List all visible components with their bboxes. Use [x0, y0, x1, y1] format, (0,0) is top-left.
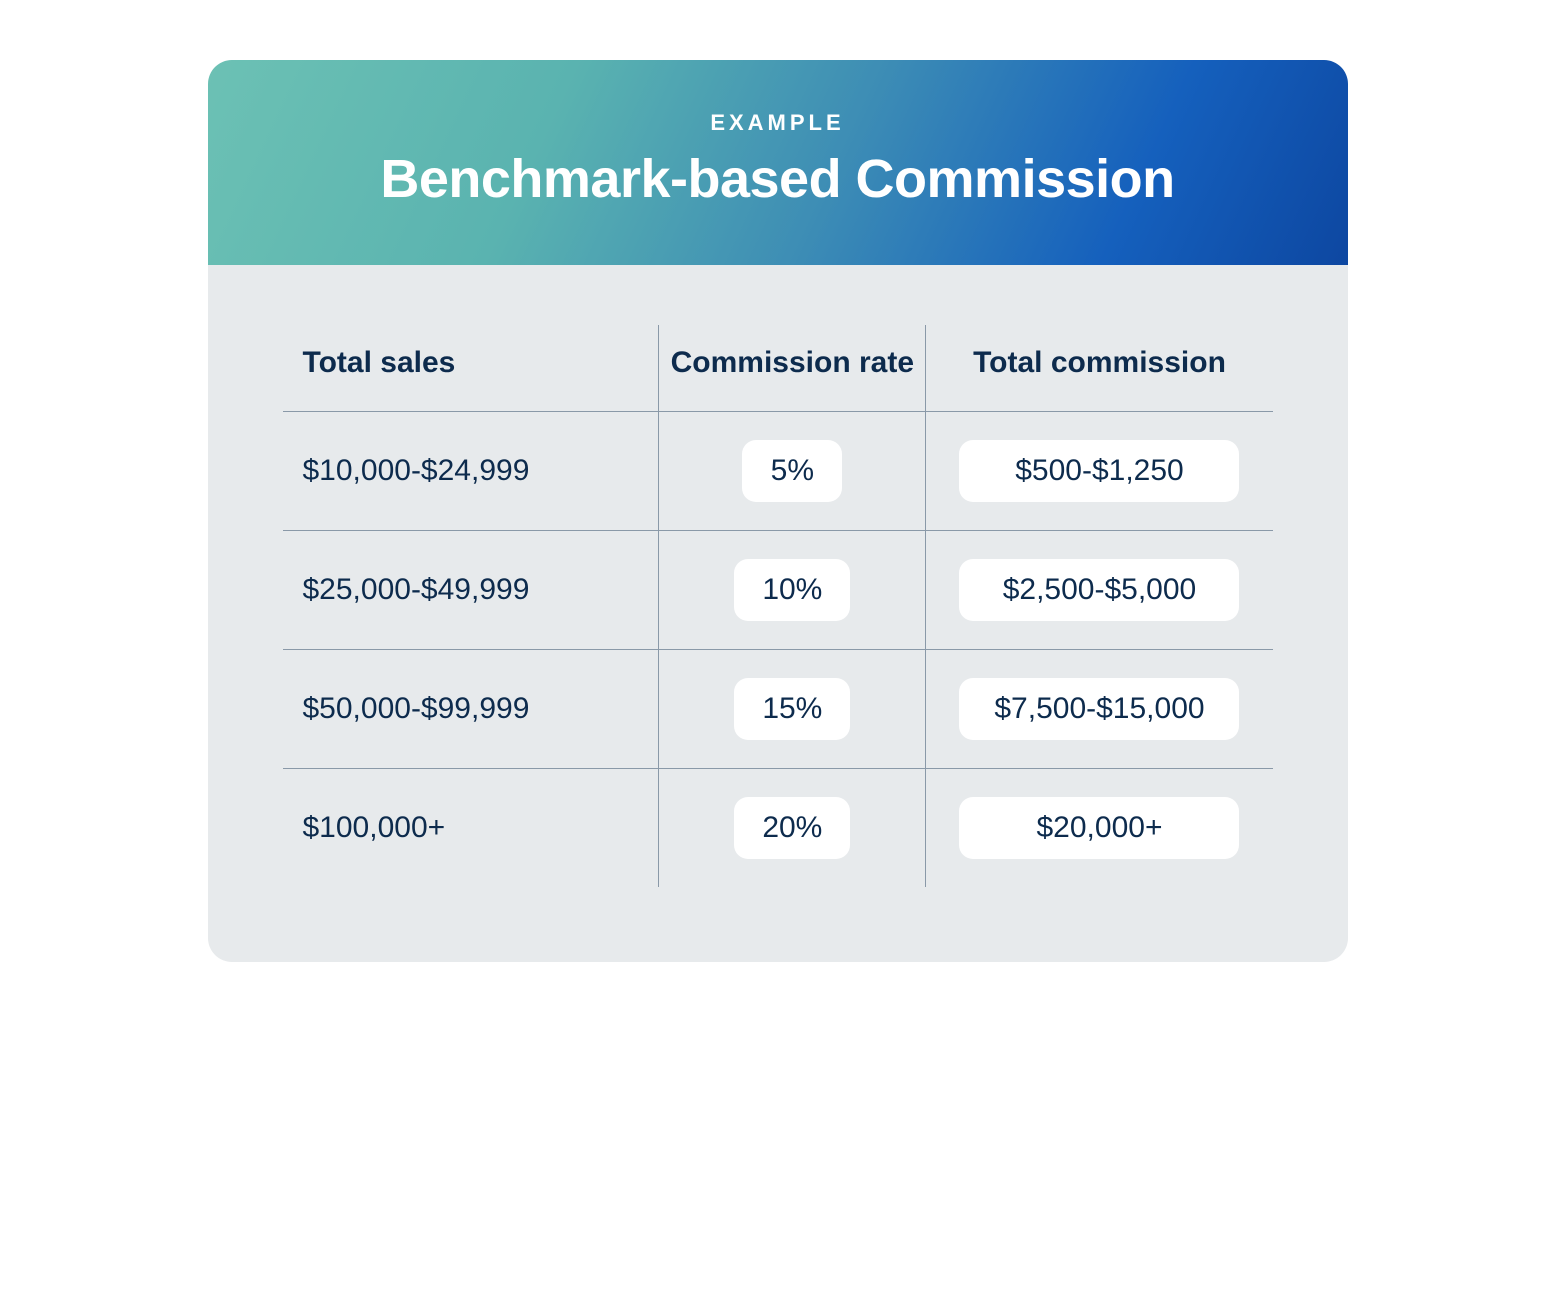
- table-row: $10,000-$24,999 5% $500-$1,250: [283, 412, 1273, 531]
- rate-pill: 15%: [734, 678, 850, 740]
- cell-sales: $10,000-$24,999: [283, 412, 659, 531]
- table-row: $50,000-$99,999 15% $7,500-$15,000: [283, 650, 1273, 769]
- table-row: $25,000-$49,999 10% $2,500-$5,000: [283, 531, 1273, 650]
- table-header-row: Total sales Commission rate Total commis…: [283, 325, 1273, 412]
- total-pill: $2,500-$5,000: [959, 559, 1239, 621]
- cell-sales: $25,000-$49,999: [283, 531, 659, 650]
- column-header-rate: Commission rate: [659, 325, 926, 412]
- cell-rate: 10%: [659, 531, 926, 650]
- cell-total: $20,000+: [926, 769, 1273, 888]
- rate-pill: 20%: [734, 797, 850, 859]
- header-eyebrow: EXAMPLE: [248, 110, 1308, 136]
- total-pill: $20,000+: [959, 797, 1239, 859]
- cell-sales: $50,000-$99,999: [283, 650, 659, 769]
- cell-sales: $100,000+: [283, 769, 659, 888]
- table-container: Total sales Commission rate Total commis…: [208, 265, 1348, 962]
- card-header: EXAMPLE Benchmark-based Commission: [208, 60, 1348, 265]
- cell-rate: 15%: [659, 650, 926, 769]
- rate-pill: 10%: [734, 559, 850, 621]
- commission-table: Total sales Commission rate Total commis…: [283, 325, 1273, 887]
- total-pill: $7,500-$15,000: [959, 678, 1239, 740]
- total-pill: $500-$1,250: [959, 440, 1239, 502]
- cell-rate: 5%: [659, 412, 926, 531]
- column-header-total: Total commission: [926, 325, 1273, 412]
- commission-card: EXAMPLE Benchmark-based Commission Total…: [208, 60, 1348, 962]
- rate-pill: 5%: [742, 440, 842, 502]
- cell-rate: 20%: [659, 769, 926, 888]
- column-header-sales: Total sales: [283, 325, 659, 412]
- cell-total: $7,500-$15,000: [926, 650, 1273, 769]
- cell-total: $2,500-$5,000: [926, 531, 1273, 650]
- header-title: Benchmark-based Commission: [248, 148, 1308, 210]
- table-row: $100,000+ 20% $20,000+: [283, 769, 1273, 888]
- cell-total: $500-$1,250: [926, 412, 1273, 531]
